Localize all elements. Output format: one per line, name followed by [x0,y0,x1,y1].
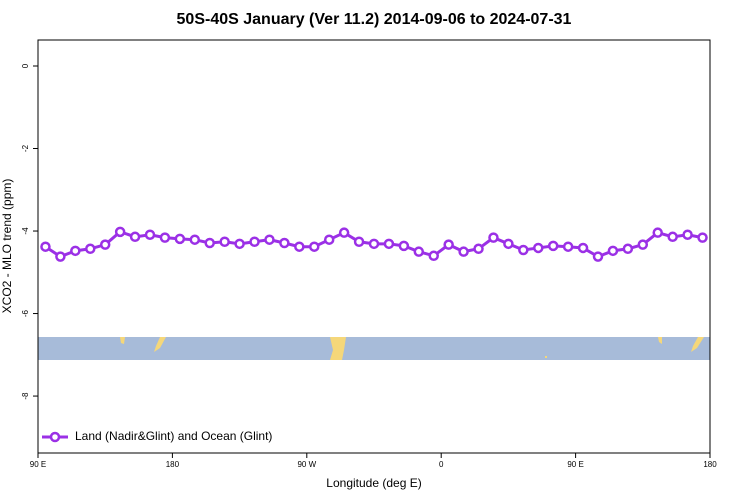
marker [592,251,604,262]
marker [249,236,260,248]
x-tick-label: 90 E [567,460,583,469]
legend-marker [49,431,61,443]
x-axis-label: Longitude (deg E) [326,476,421,490]
marker [159,232,171,243]
marker [458,246,469,257]
marker [533,242,544,254]
marker [637,239,649,250]
marker [264,234,275,245]
y-axis-label: XCO2 - MLO trend (ppm) [0,179,14,314]
marker [40,241,51,252]
marker [652,227,663,238]
marker [189,234,201,245]
marker [368,238,380,250]
marker [518,244,529,256]
marker [577,242,589,254]
map-strip [38,337,710,360]
marker [279,237,290,249]
y-tick-label: -6 [21,309,30,317]
y-tick-label: -2 [21,144,30,152]
marker [488,232,499,243]
x-tick-label: 180 [166,460,180,469]
y-tick-label: -4 [21,227,30,235]
marker [607,245,619,257]
marker [622,243,634,255]
marker [413,246,425,257]
marker [443,239,454,250]
plot-frame [37,39,711,454]
marker [682,229,693,240]
marker [562,241,574,252]
marker [503,238,514,250]
marker [219,236,230,248]
x-tick-label: 90 W [297,460,316,469]
x-tick-label: 0 [439,460,444,469]
marker [70,245,81,257]
marker [398,240,410,252]
marker [129,231,141,243]
marker [428,250,439,262]
marker [144,229,156,240]
marker [99,239,111,250]
marker [114,226,126,238]
marker [338,227,350,238]
y-tick-label: 0 [21,63,30,68]
chart-title: 50S-40S January (Ver 11.2) 2014-09-06 to… [177,11,572,28]
marker [234,238,245,250]
marker [353,236,365,248]
x-tick-label: 90 E [30,460,46,469]
marker [174,233,186,245]
marker [473,243,484,255]
marker [383,238,395,250]
marker [85,243,96,255]
marker [204,237,215,249]
marker [547,240,559,252]
x-tick-label: 180 [703,460,717,469]
marker [697,232,708,243]
y-tick-label: -8 [21,392,30,400]
marker [309,241,320,252]
marker [323,234,335,245]
marker [294,241,305,252]
legend-label: Land (Nadir&Glint) and Ocean (Glint) [75,429,272,443]
marker [55,251,66,262]
marker [667,231,678,243]
